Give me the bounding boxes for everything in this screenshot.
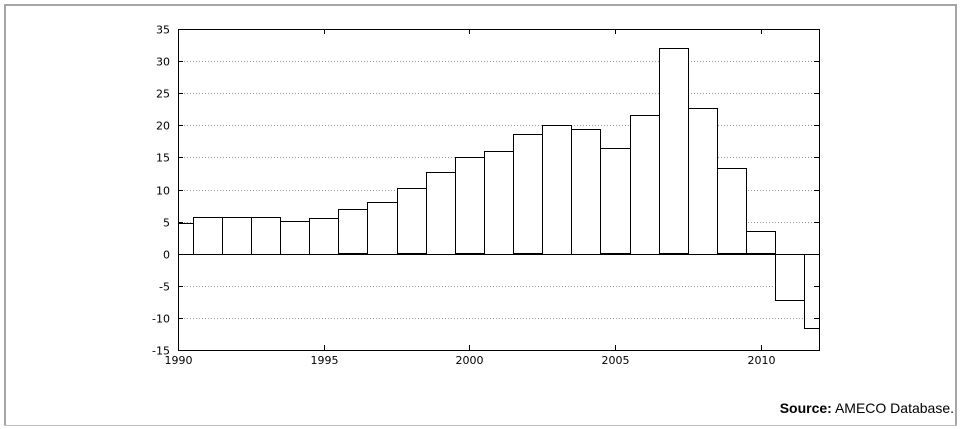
axes [178, 29, 820, 351]
bar-1993 [251, 217, 281, 255]
bar-2009 [717, 168, 747, 254]
bar-2000 [455, 157, 485, 254]
plot-border [178, 29, 820, 351]
y-tick-label: 10 [156, 185, 170, 198]
bar-1999 [426, 172, 456, 255]
x-tick-label: 1995 [311, 354, 339, 367]
bar-2012 [804, 254, 820, 329]
bar-1991 [193, 217, 223, 255]
y-tick-label: -10 [152, 313, 170, 326]
y-tick-label: 25 [156, 88, 170, 101]
y-tick-label: 15 [156, 152, 170, 165]
y-tick-label: 30 [156, 56, 170, 69]
bars [178, 48, 820, 329]
bar-2006 [630, 115, 660, 255]
bar-2001 [484, 151, 514, 255]
bar-2008 [688, 108, 718, 255]
frame-bottom-line [4, 425, 957, 426]
x-tick-label: 2005 [602, 354, 630, 367]
y-tick-label: 35 [156, 24, 170, 37]
y-tick-label: 0 [163, 249, 170, 262]
x-tick-label: 2010 [748, 354, 776, 367]
source-prefix: Source: [779, 400, 832, 416]
y-tick-label: 20 [156, 120, 170, 133]
bar-2004 [571, 129, 601, 255]
bar-2010 [746, 231, 776, 254]
bar-2007 [659, 48, 689, 254]
bar-1995 [309, 218, 339, 255]
bar-1990 [178, 223, 194, 255]
bar-2011 [775, 254, 805, 301]
bar-1997 [367, 202, 398, 255]
bar-1996 [338, 209, 368, 254]
bar-1994 [280, 221, 310, 255]
chart-frame [4, 4, 957, 426]
x-tick-label: 1990 [165, 354, 193, 367]
bar-2003 [542, 125, 572, 255]
bar-2002 [513, 134, 543, 254]
x-tick-label: 2000 [456, 354, 484, 367]
y-tick-label: 5 [163, 217, 170, 230]
y-tick-label: -15 [152, 345, 170, 358]
bar-1998 [397, 188, 427, 254]
source-note: Source: AMECO Database. [780, 400, 954, 416]
bar-2005 [600, 148, 631, 254]
source-text: AMECO Database. [831, 400, 954, 416]
bar-1992 [222, 217, 252, 255]
y-tick-label: -5 [159, 281, 170, 294]
